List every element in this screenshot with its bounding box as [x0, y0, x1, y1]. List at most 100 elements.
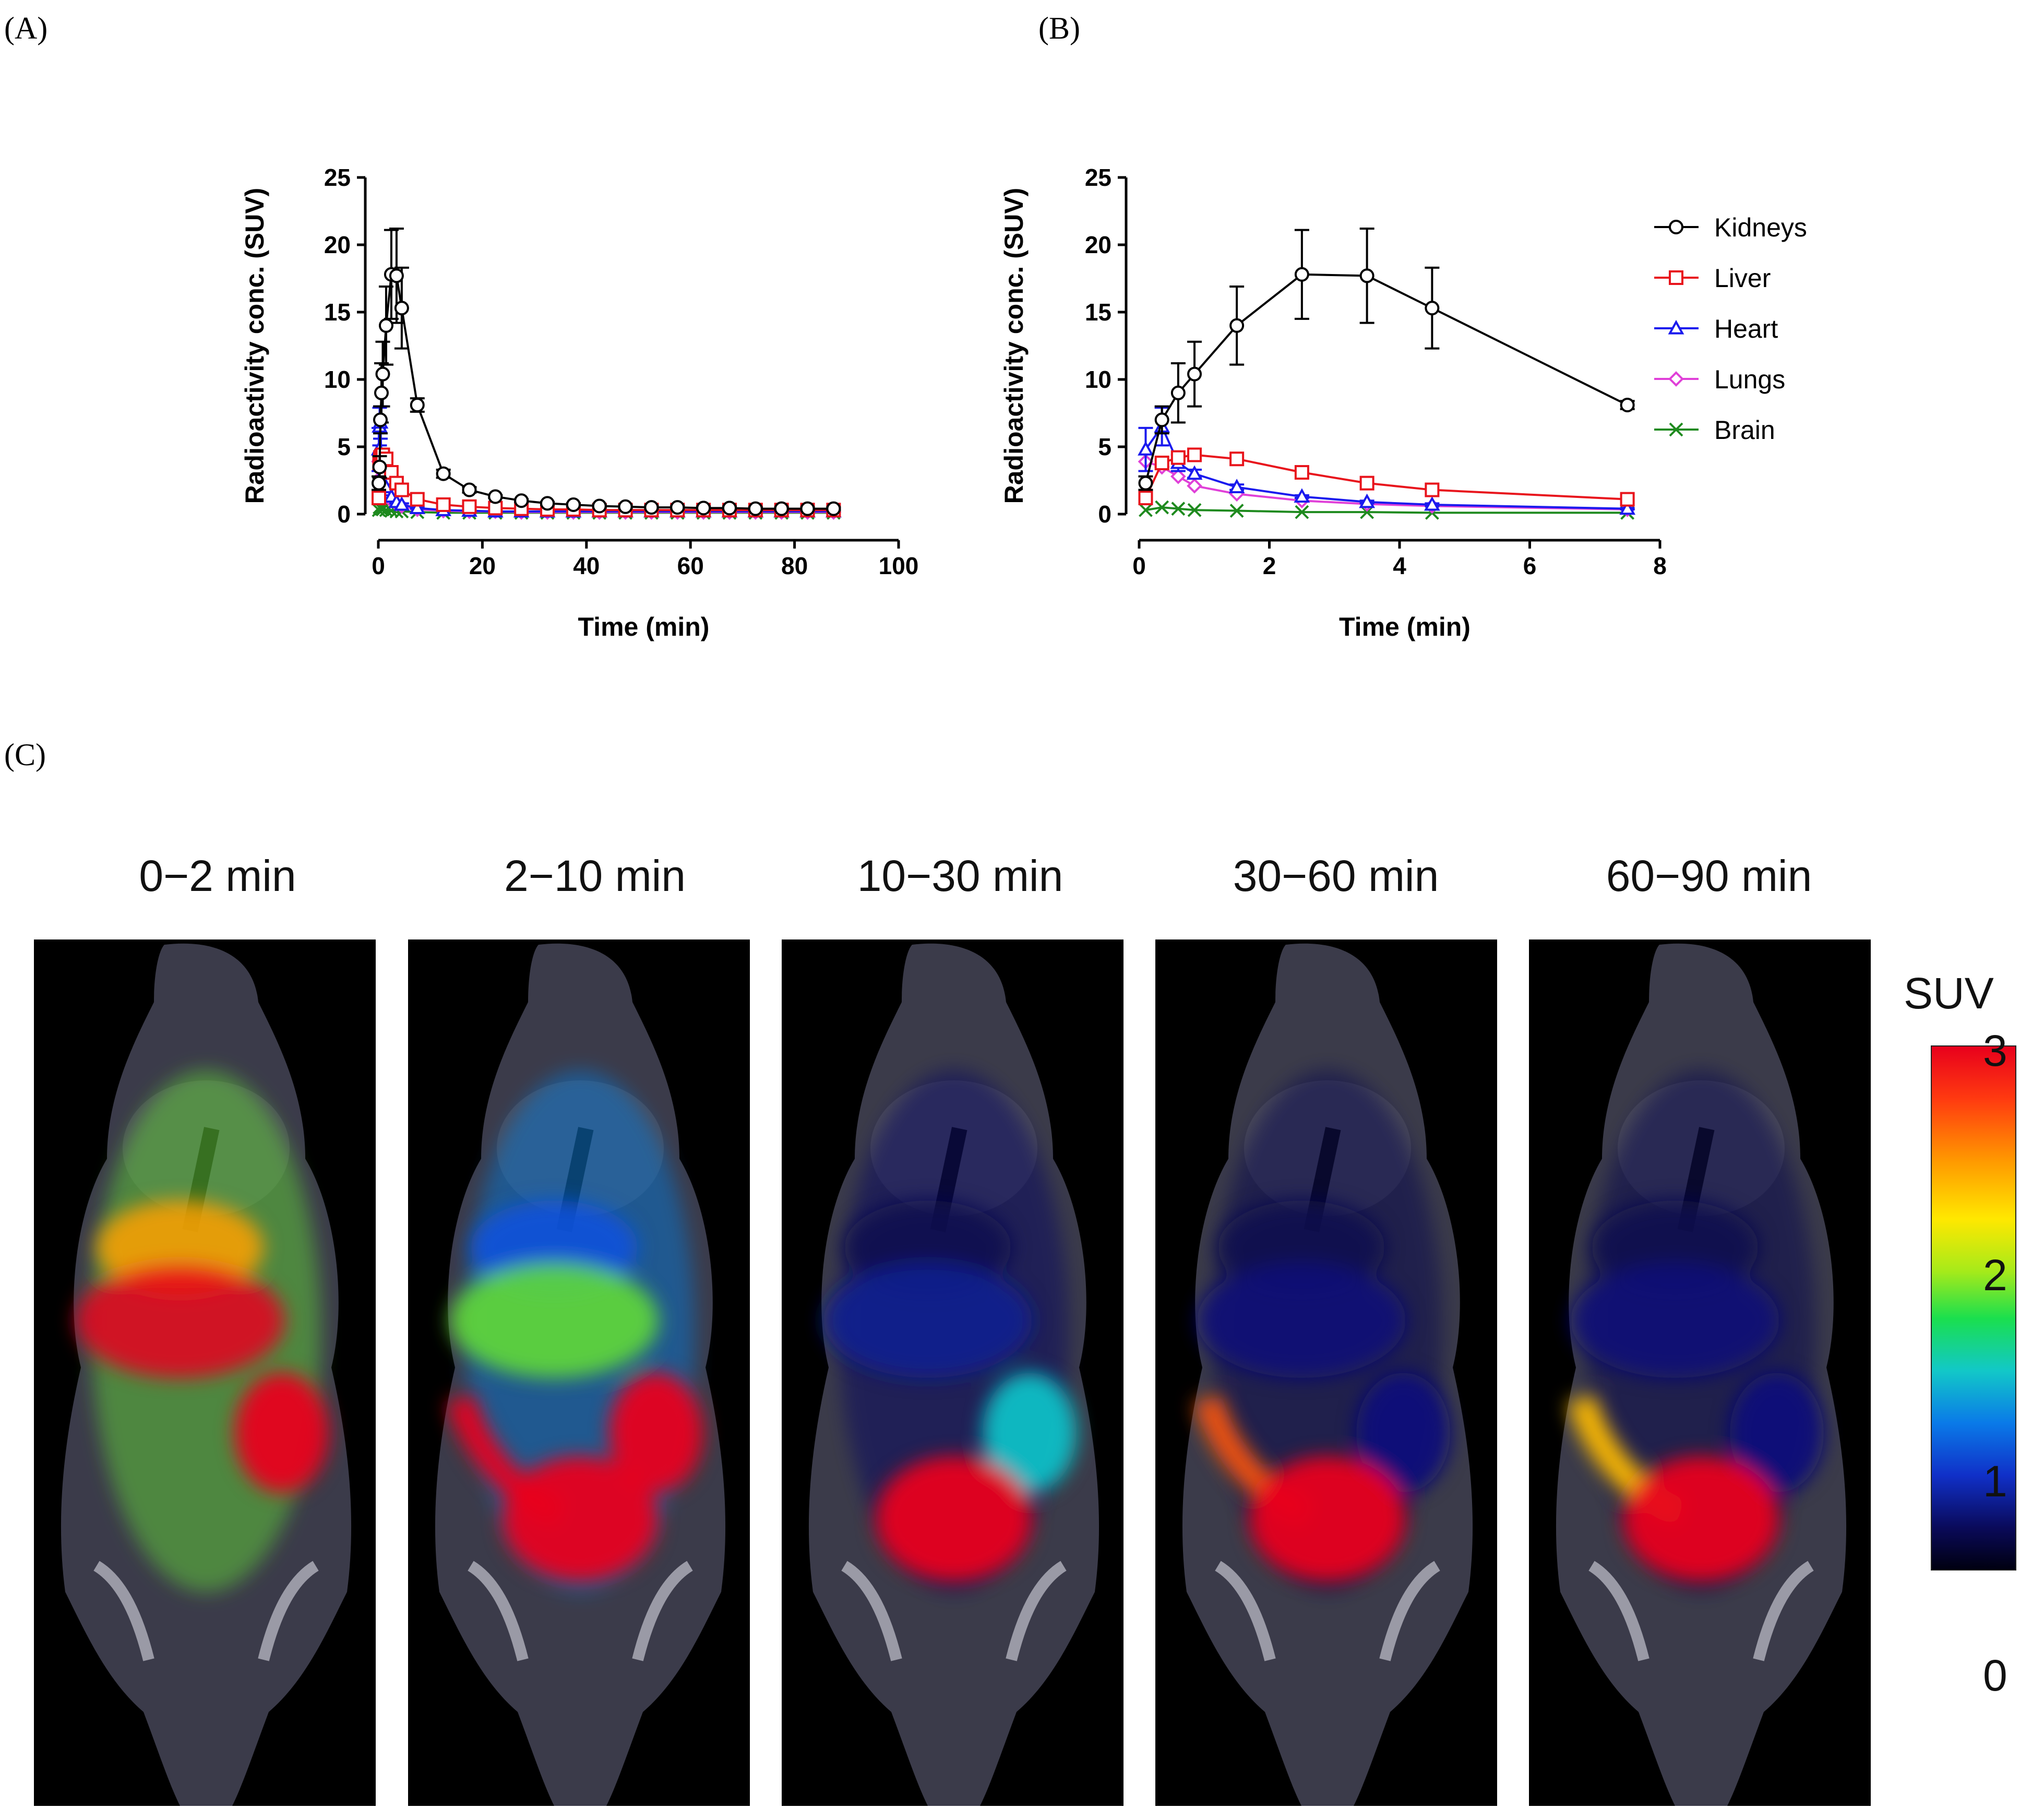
- series-line: [1144, 273, 1628, 484]
- data-point: [394, 301, 409, 316]
- pet-scan-frame-1: [34, 939, 376, 1806]
- legend-marker: [1668, 319, 1684, 335]
- kidney-uptake: [609, 1373, 703, 1493]
- data-point: [1229, 504, 1244, 518]
- data-point: [722, 501, 737, 516]
- liver-uptake: [1197, 1263, 1406, 1378]
- data-point: [410, 398, 425, 413]
- y-tick-label: 25: [1085, 164, 1111, 191]
- data-point: [1229, 451, 1245, 467]
- data-point: [1619, 500, 1636, 515]
- x-tick-label: 20: [469, 552, 496, 579]
- data-point: [826, 501, 841, 516]
- data-point: [1359, 493, 1376, 508]
- organ-uptake: [76, 1200, 329, 1493]
- x-tick-label: 0: [372, 552, 385, 579]
- liver-uptake: [823, 1263, 1032, 1378]
- organ-uptake: [1193, 1200, 1450, 1581]
- data-point: [1187, 366, 1202, 382]
- series-heart: [1138, 407, 1636, 515]
- data-point: [1170, 450, 1186, 465]
- data-point: [1424, 496, 1440, 511]
- data-point: [372, 459, 387, 474]
- legend-marker: [1669, 270, 1683, 285]
- colorbar-label-0: 0: [1983, 1651, 2007, 1700]
- data-point: [374, 385, 389, 400]
- y-tick-label: 15: [324, 299, 351, 326]
- colorbar-label-3: 3: [1983, 1026, 2007, 1075]
- data-point: [410, 492, 425, 507]
- data-point: [1154, 412, 1169, 427]
- panel-label-c: (C): [4, 737, 46, 772]
- bladder-uptake: [876, 1456, 1032, 1581]
- liver-uptake: [76, 1263, 284, 1378]
- data-point: [592, 498, 607, 514]
- legend-label: Liver: [1714, 264, 1771, 293]
- x-axis-title: Time (min): [578, 612, 710, 641]
- kidney-uptake: [235, 1373, 329, 1493]
- data-point: [1170, 385, 1186, 400]
- data-point: [1186, 465, 1203, 480]
- data-point: [1187, 503, 1202, 517]
- x-tick-label: 80: [781, 552, 808, 579]
- panel-label-a: (A): [4, 11, 48, 45]
- data-point: [1155, 500, 1169, 515]
- pelvis-bones: [841, 1561, 1067, 1661]
- data-point: [375, 366, 390, 382]
- series-kidneys: [371, 228, 841, 516]
- data-point: [1229, 318, 1245, 333]
- data-point: [409, 499, 426, 514]
- data-point: [371, 475, 386, 491]
- data-point: [394, 482, 409, 497]
- bladder-uptake: [1623, 1456, 1779, 1581]
- x-tick-label: 40: [573, 552, 600, 579]
- pelvis-bones: [468, 1561, 693, 1661]
- y-tick-label: 5: [1098, 433, 1111, 460]
- data-point: [1187, 478, 1202, 494]
- data-point: [566, 497, 581, 512]
- legend-item-brain: Brain: [1654, 415, 1775, 445]
- legend-item-heart: Heart: [1654, 314, 1778, 343]
- data-point: [488, 489, 503, 504]
- legend-marker: [1669, 422, 1683, 437]
- data-point: [774, 501, 789, 516]
- x-tick-label: 4: [1393, 552, 1406, 579]
- suv-colorbar: [1931, 1045, 2016, 1571]
- data-point: [1171, 502, 1186, 516]
- legend-marker: [1668, 371, 1684, 387]
- legend-label: Heart: [1714, 314, 1778, 343]
- legend: Kidneys Liver Heart Lungs Brain: [1654, 213, 1807, 445]
- y-axis-title: Radioactivity conc. (SUV): [999, 188, 1029, 504]
- data-point: [1138, 441, 1154, 456]
- y-tick-label: 15: [1085, 299, 1111, 326]
- x-tick-label: 100: [879, 552, 919, 579]
- y-tick-label: 0: [1098, 501, 1111, 528]
- data-point: [748, 501, 763, 516]
- data-point: [1138, 475, 1153, 491]
- organ-uptake: [1567, 1200, 1824, 1581]
- data-point: [1620, 398, 1635, 413]
- legend-item-kidneys: Kidneys: [1654, 213, 1807, 242]
- chart-b: 0 5 10 15 20 25 0 2 4 6 8 Time (min) Radioactivity c…: [999, 164, 1807, 641]
- data-point: [371, 491, 386, 506]
- scan-title-3: 10−30 min: [857, 851, 1063, 900]
- data-point: [644, 500, 659, 515]
- liver-uptake: [1571, 1263, 1779, 1378]
- data-point: [462, 482, 477, 497]
- pet-scan-frame-2: [408, 939, 750, 1806]
- pelvis-bones: [1215, 1561, 1440, 1661]
- data-point: [393, 496, 410, 511]
- colorbar-label-1: 1: [1983, 1457, 2007, 1506]
- pelvis-bones: [93, 1561, 319, 1661]
- data-point: [1228, 479, 1245, 493]
- series-liver: [1138, 447, 1635, 507]
- legend-label: Brain: [1714, 415, 1775, 445]
- x-tick-label: 2: [1263, 552, 1276, 579]
- data-point: [670, 500, 685, 515]
- data-point: [462, 499, 477, 514]
- data-point: [1187, 447, 1202, 462]
- data-point: [1620, 492, 1635, 507]
- liver-uptake: [450, 1263, 659, 1378]
- data-point: [373, 412, 388, 427]
